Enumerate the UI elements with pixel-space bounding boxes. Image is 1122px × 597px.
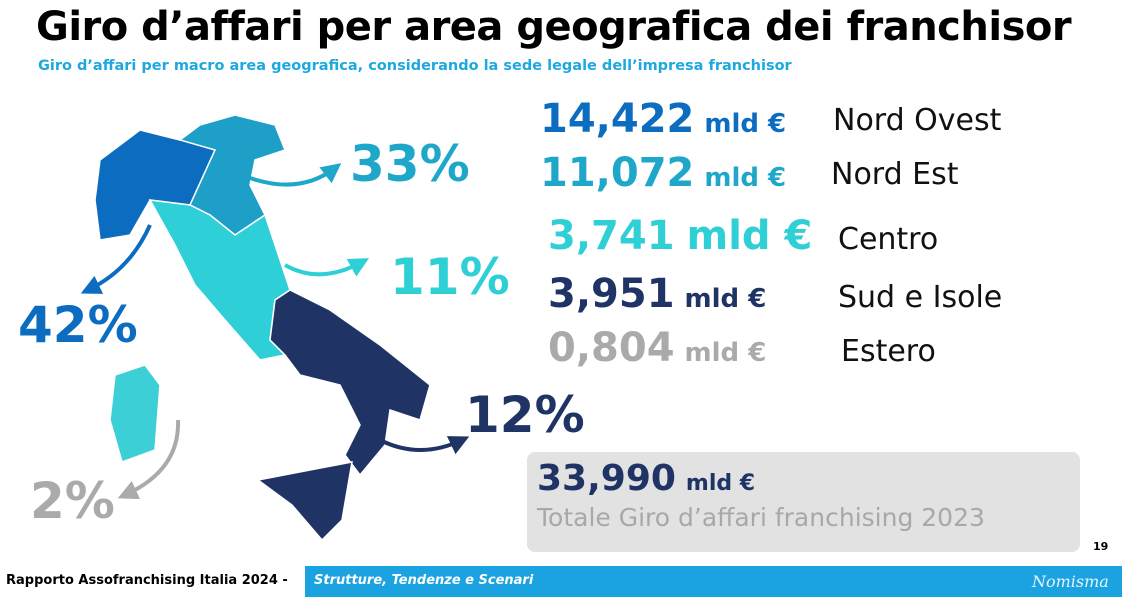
region-centro <box>148 199 291 361</box>
unit: mld € <box>704 163 787 193</box>
region-label: Estero <box>841 334 936 369</box>
arrows <box>80 163 470 500</box>
share: 12% <box>465 386 585 444</box>
share: 11% <box>390 248 510 306</box>
arrow <box>249 163 342 187</box>
map <box>80 114 470 542</box>
region-label: Nord Est <box>831 157 959 192</box>
arrow <box>379 436 470 455</box>
region-label: Nord Ovest <box>833 103 1002 138</box>
footer-section: Strutture, Tendenze e Scenari <box>314 573 534 588</box>
unit: mld € <box>704 109 787 139</box>
amount: 14,422 mld € <box>540 96 786 142</box>
unit: mld € <box>684 338 767 368</box>
arrow <box>80 224 152 294</box>
value: 0,804 <box>548 325 675 371</box>
footer-bar <box>305 566 1122 597</box>
value: 11,072 <box>540 150 695 196</box>
value: 3,951 <box>548 271 675 317</box>
share: 33% <box>350 135 470 193</box>
amount: 0,804 mld € <box>548 325 766 371</box>
subtitle: Giro d’affari per macro area geografica,… <box>38 58 792 74</box>
region-sardegna <box>109 364 161 463</box>
value: 3,741 <box>548 213 675 259</box>
arrow <box>117 419 181 500</box>
page-number: 19 <box>1093 540 1109 553</box>
total-amount: 33,990 mld € <box>537 458 755 499</box>
title: Giro d’affari per area geografica dei fr… <box>36 4 1072 50</box>
arrow <box>284 258 370 277</box>
region-sud <box>269 289 431 477</box>
value: 33,990 <box>537 458 676 499</box>
unit: mld € <box>686 213 813 259</box>
region-sicilia <box>256 461 353 542</box>
total-box <box>527 452 1080 552</box>
amount: 11,072 mld € <box>540 150 786 196</box>
region-label: Sud e Isole <box>838 280 1003 315</box>
value: 14,422 <box>540 96 695 142</box>
amount: 3,951 mld € <box>548 271 766 317</box>
footer-report: Rapporto Assofranchising Italia 2024 - <box>6 573 288 588</box>
region-label: Centro <box>838 222 939 257</box>
amount: 3,741 mld € <box>548 213 812 259</box>
unit: mld € <box>684 284 767 314</box>
share: 2% <box>30 472 115 530</box>
total-label: Totale Giro d’affari franchising 2023 <box>537 503 985 532</box>
footer-brand: Nomisma <box>1032 572 1109 591</box>
unit: mld € <box>685 471 756 496</box>
italy-regions <box>94 114 431 542</box>
share: 42% <box>18 296 138 354</box>
